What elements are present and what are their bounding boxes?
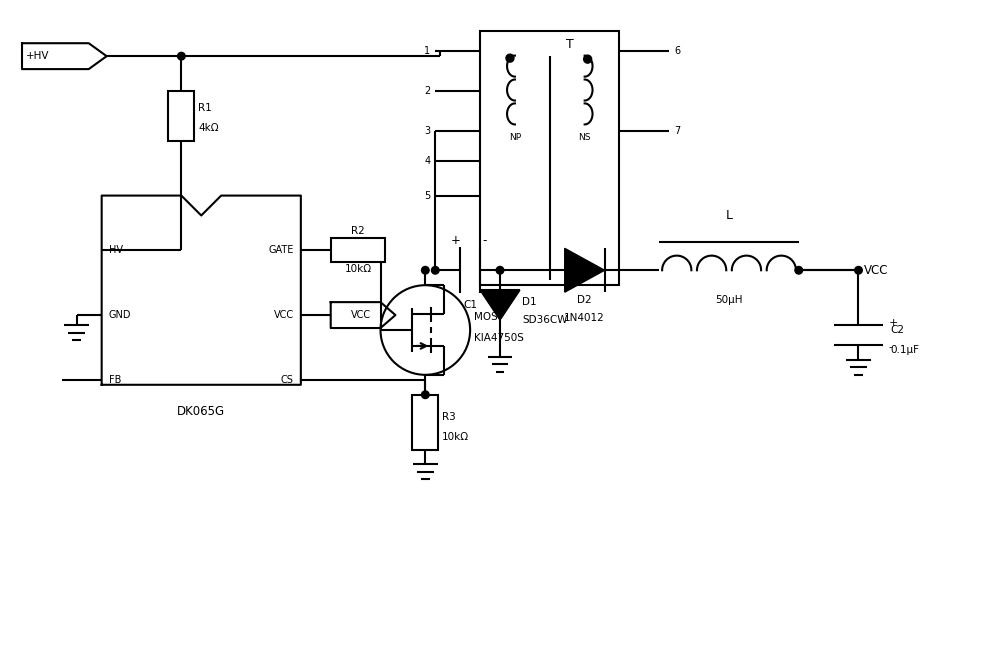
Text: 4kΩ: 4kΩ xyxy=(198,123,219,133)
Text: +: + xyxy=(888,318,898,328)
Text: 50μH: 50μH xyxy=(715,295,743,305)
Text: 3: 3 xyxy=(424,126,430,136)
Text: CS: CS xyxy=(281,375,294,385)
Text: L: L xyxy=(726,209,733,222)
Text: -: - xyxy=(888,342,892,352)
Text: D2: D2 xyxy=(577,295,592,305)
Text: 6: 6 xyxy=(674,46,680,56)
Text: -: - xyxy=(482,234,486,247)
Text: HV: HV xyxy=(109,245,123,255)
Polygon shape xyxy=(480,290,520,320)
Circle shape xyxy=(496,267,504,274)
Circle shape xyxy=(584,55,592,63)
Text: D1: D1 xyxy=(522,297,537,307)
Text: GND: GND xyxy=(109,310,131,320)
Text: NS: NS xyxy=(578,133,591,142)
Text: T: T xyxy=(566,38,574,51)
Text: NP: NP xyxy=(509,133,521,142)
Text: 0.1μF: 0.1μF xyxy=(890,345,919,355)
Text: 10kΩ: 10kΩ xyxy=(345,264,372,274)
Text: VCC: VCC xyxy=(863,264,888,277)
Circle shape xyxy=(422,391,429,398)
Text: 10kΩ: 10kΩ xyxy=(442,432,469,442)
Text: 7: 7 xyxy=(674,126,681,136)
Text: 2: 2 xyxy=(424,86,430,96)
Text: MOS: MOS xyxy=(474,312,498,322)
Text: C1: C1 xyxy=(463,300,477,310)
Text: 1: 1 xyxy=(424,46,430,56)
Bar xyxy=(168,91,194,141)
Text: 1N4012: 1N4012 xyxy=(564,313,605,323)
Circle shape xyxy=(431,267,439,274)
Circle shape xyxy=(178,53,185,60)
Circle shape xyxy=(422,267,429,274)
Text: C2: C2 xyxy=(890,325,904,335)
Bar xyxy=(480,31,619,285)
Text: R3: R3 xyxy=(442,412,456,422)
Circle shape xyxy=(795,267,803,274)
Polygon shape xyxy=(565,248,605,292)
Text: KIA4750S: KIA4750S xyxy=(474,333,524,343)
Bar xyxy=(331,238,385,262)
Text: DK065G: DK065G xyxy=(177,405,225,418)
Text: SD36CW: SD36CW xyxy=(522,315,567,325)
Text: +: + xyxy=(451,234,461,247)
Text: FB: FB xyxy=(109,375,121,385)
Text: +HV: +HV xyxy=(26,51,49,61)
Text: 4: 4 xyxy=(424,156,430,166)
Text: 5: 5 xyxy=(424,191,430,201)
Text: VCC: VCC xyxy=(274,310,294,320)
Bar xyxy=(412,395,438,450)
Text: VCC: VCC xyxy=(351,310,371,320)
Text: R1: R1 xyxy=(198,103,212,113)
Circle shape xyxy=(506,54,514,62)
Text: R2: R2 xyxy=(351,226,365,237)
Text: GATE: GATE xyxy=(268,245,294,255)
Circle shape xyxy=(855,267,862,274)
